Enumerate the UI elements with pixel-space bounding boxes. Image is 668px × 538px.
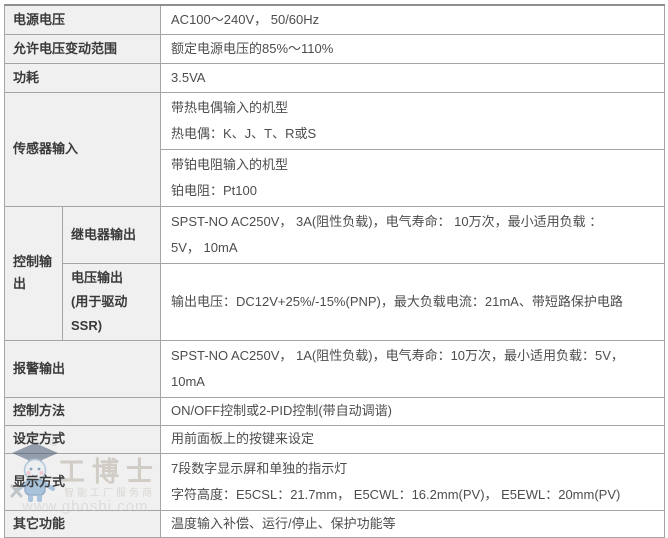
value-line: 铂电阻：Pt100 — [171, 182, 257, 198]
row-value-power-consumption: 3.5VA — [160, 62, 666, 93]
row-label-text: 设定方式 — [13, 431, 66, 446]
row-value-setting-method: 用前面板上的按键来设定 — [160, 424, 666, 454]
row-label-text: 其它功能 — [13, 515, 66, 531]
sub-label-line: (用于驱动 — [71, 293, 128, 309]
row-value-other-functions: 温度输入补偿、运行/停止、保护功能等 — [160, 509, 666, 538]
value-line: 带热电偶输入的机型 — [171, 99, 289, 115]
table-row-control-output-relay: 控制输出 继电器输出 SPST-NO AC250V， 3A(阻性负载)，电气寿命… — [4, 205, 666, 341]
sub-label-line: SSR) — [71, 317, 103, 333]
value-line: SPST-NO AC250V， 3A(阻性负载)，电气寿命： 10万次，最小适用… — [171, 213, 603, 229]
row-label-power-voltage: 电源电压 — [3, 4, 162, 35]
sub-label-text: 继电器输出 — [71, 226, 137, 242]
row-value-voltage-range: 额定电源电压的85%～110% — [160, 33, 666, 64]
value-line: 字符高度：E5CSL：21.7mm， E5CWL：16.2mm(PV)， E5E… — [171, 486, 621, 502]
table-row-control-method: 控制方法 ON/OFF控制或2-PID控制(带自动调谐) — [3, 396, 666, 426]
row-label-power-consumption: 功耗 — [3, 62, 162, 93]
sub-label-line: 电压输出 — [71, 269, 124, 285]
row-value-sensor-thermocouple: 带热电偶输入的机型 热电偶：K、J、T、R或S — [160, 91, 666, 150]
row-label-other-functions: 其它功能 — [3, 509, 162, 538]
row-label-text: 允许电压变动范围 — [13, 40, 118, 56]
row-label-alarm-output: 报警输出 — [3, 339, 162, 398]
table-row-display-method: 显示方式 7段数字显示屏和单独的指示灯 字符高度：E5CSL：21.7mm， E… — [3, 452, 666, 511]
value-line: 热电偶：K、J、T、R或S — [171, 125, 317, 141]
row-label-text: 电源电压 — [13, 11, 66, 27]
sub-label-relay-output: 继电器输出 — [61, 205, 162, 264]
row-label-setting-method: 设定方式 — [3, 424, 162, 454]
value-line: 10mA — [171, 373, 205, 389]
row-value-power-voltage: AC100～240V， 50/60Hz — [160, 4, 666, 35]
row-label-text: 报警输出 — [13, 360, 66, 376]
value-line: 7段数字显示屏和单独的指示灯 — [171, 460, 348, 476]
table-row-voltage-range: 允许电压变动范围 额定电源电压的85%～110% — [3, 33, 666, 64]
row-label-display-method: 显示方式 — [3, 452, 162, 511]
row-value-control-method: ON/OFF控制或2-PID控制(带自动调谐) — [160, 396, 666, 426]
sub-label-voltage-output: 电压输出 (用于驱动 SSR) — [61, 262, 162, 341]
row-value-relay-output: SPST-NO AC250V， 3A(阻性负载)，电气寿命： 10万次，最小适用… — [160, 205, 666, 264]
spec-page: 电源电压 AC100～240V， 50/60Hz 允许电压变动范围 额定电源电压… — [3, 4, 666, 538]
row-label-text: 控制输出 — [13, 254, 53, 291]
table-row-power-voltage: 电源电压 AC100～240V， 50/60Hz — [3, 4, 666, 35]
spec-table: 电源电压 AC100～240V， 50/60Hz 允许电压变动范围 额定电源电压… — [3, 4, 666, 538]
value-line: 5V， 10mA — [171, 239, 238, 255]
row-label-text: 显示方式 — [13, 473, 66, 489]
value-line: 带铂电阻输入的机型 — [171, 156, 289, 172]
row-value-display-method: 7段数字显示屏和单独的指示灯 字符高度：E5CSL：21.7mm， E5CWL：… — [160, 452, 666, 511]
row-label-sensor-input: 传感器输入 — [3, 91, 162, 207]
row-label-control-output: 控制输出 — [4, 205, 63, 341]
row-label-voltage-range: 允许电压变动范围 — [3, 33, 162, 64]
row-label-text: 控制方法 — [13, 403, 66, 418]
table-row-sensor-input-rtd: 带铂电阻输入的机型 铂电阻：Pt100 — [5, 148, 666, 207]
table-row-sensor-input-thermocouple: 传感器输入 带热电偶输入的机型 热电偶：K、J、T、R或S — [3, 91, 666, 207]
row-value-sensor-rtd: 带铂电阻输入的机型 铂电阻：Pt100 — [160, 148, 666, 207]
row-label-text: 功耗 — [13, 69, 40, 85]
table-row-control-output-voltage: 电压输出 (用于驱动 SSR) 输出电压：DC12V+25%/-15%(PNP)… — [5, 262, 666, 341]
table-row-other-functions: 其它功能 温度输入补偿、运行/停止、保护功能等 — [3, 509, 666, 538]
row-value-voltage-output: 输出电压：DC12V+25%/-15%(PNP)，最大负载电流：21mA、带短路… — [160, 262, 666, 341]
table-row-alarm-output: 报警输出 SPST-NO AC250V， 1A(阻性负载)，电气寿命：10万次，… — [3, 339, 666, 398]
table-row-setting-method: 设定方式 用前面板上的按键来设定 — [3, 424, 666, 454]
row-value-alarm-output: SPST-NO AC250V， 1A(阻性负载)，电气寿命：10万次，最小适用负… — [160, 339, 666, 398]
row-label-control-method: 控制方法 — [3, 396, 162, 426]
table-row-power-consumption: 功耗 3.5VA — [3, 62, 666, 93]
row-label-text: 传感器输入 — [13, 141, 79, 156]
value-line: SPST-NO AC250V， 1A(阻性负载)，电气寿命：10万次，最小适用负… — [171, 347, 624, 363]
